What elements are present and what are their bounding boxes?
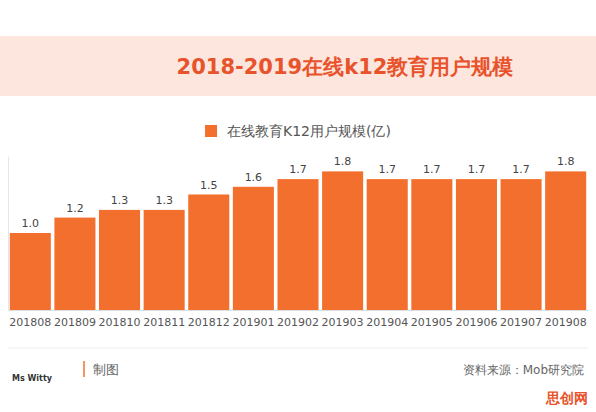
watermark: 思创网 — [545, 390, 588, 406]
bar — [277, 179, 318, 310]
x-tick-label: 201903 — [322, 316, 364, 329]
x-tick-label: 201809 — [54, 316, 96, 329]
bar — [322, 171, 363, 310]
header-band — [0, 36, 596, 96]
x-tick: 201908 — [545, 316, 587, 329]
x-tick-label: 201810 — [99, 316, 141, 329]
bar — [10, 233, 51, 310]
bar — [233, 187, 274, 310]
data-label: 1.5 — [200, 179, 218, 192]
data-label: 1.7 — [289, 163, 307, 176]
x-tick: 201811 — [143, 316, 185, 329]
data-label: 1.6 — [245, 171, 263, 184]
data-label: 1.7 — [423, 163, 441, 176]
bar — [367, 179, 408, 310]
x-tick: 201812 — [188, 316, 230, 329]
data-label: 1.8 — [557, 155, 575, 168]
x-tick-label: 201902 — [277, 316, 319, 329]
x-tick: 201904 — [366, 316, 408, 329]
bar — [456, 179, 497, 310]
legend: 在线教育K12用户规模(亿) — [205, 123, 391, 139]
chart: 2018-2019在线k12教育用户规模在线教育K12用户规模(亿) 1.0 1.2… — [0, 0, 596, 412]
data-labels: 1.0 1.2 1.3 1.3 1.5 1.6 1.7 1.8 1.7 1.7 1.7 1.7 1.8 — [22, 155, 575, 230]
data-label: 1.0 — [22, 217, 40, 230]
logo-text: Ms Witty — [12, 374, 53, 383]
x-tick: 201907 — [500, 316, 542, 329]
x-tick-label: 201906 — [455, 316, 497, 329]
source: 资料来源：Mob研究院 — [463, 363, 584, 377]
x-tick-label: 201908 — [545, 316, 587, 329]
x-tick-label: 201808 — [9, 316, 51, 329]
x-tick-label: 201811 — [143, 316, 185, 329]
x-tick: 201905 — [411, 316, 453, 329]
legend-label: 在线教育K12用户规模(亿) — [227, 123, 391, 139]
x-tick-label: 201907 — [500, 316, 542, 329]
data-label: 1.7 — [468, 163, 486, 176]
x-tick: 201902 — [277, 316, 319, 329]
bar — [188, 195, 229, 311]
title: 2018-2019在线k12教育用户规模 — [177, 55, 514, 79]
data-label: 1.3 — [155, 194, 173, 207]
data-label: 1.7 — [512, 163, 530, 176]
bar — [99, 210, 140, 310]
bar — [54, 218, 95, 310]
bars — [10, 171, 586, 310]
footer-divider — [83, 361, 85, 377]
x-tick-label: 201812 — [188, 316, 230, 329]
x-axis: 2018082018092018102018112018122019012019… — [9, 311, 589, 329]
x-tick: 201903 — [322, 316, 364, 329]
footer-rule — [8, 348, 588, 349]
x-tick-label: 201901 — [232, 316, 274, 329]
bar — [144, 210, 185, 310]
x-tick: 201809 — [54, 316, 96, 329]
y-axis-line — [8, 157, 9, 311]
bar — [501, 179, 542, 310]
x-tick: 201901 — [232, 316, 274, 329]
x-tick-label: 201905 — [411, 316, 453, 329]
data-label: 1.7 — [378, 163, 396, 176]
data-label: 1.3 — [111, 194, 129, 207]
x-tick: 201808 — [9, 316, 51, 329]
bar — [411, 179, 452, 310]
x-tick-label: 201904 — [366, 316, 408, 329]
data-label: 1.8 — [334, 155, 352, 168]
x-tick: 201906 — [455, 316, 497, 329]
footer-label: 制图 — [93, 362, 119, 377]
legend-swatch — [205, 125, 217, 137]
x-axis-line — [9, 310, 589, 311]
bar — [545, 171, 586, 310]
data-label: 1.2 — [66, 202, 84, 215]
x-tick: 201810 — [99, 316, 141, 329]
y-axis — [8, 157, 9, 311]
